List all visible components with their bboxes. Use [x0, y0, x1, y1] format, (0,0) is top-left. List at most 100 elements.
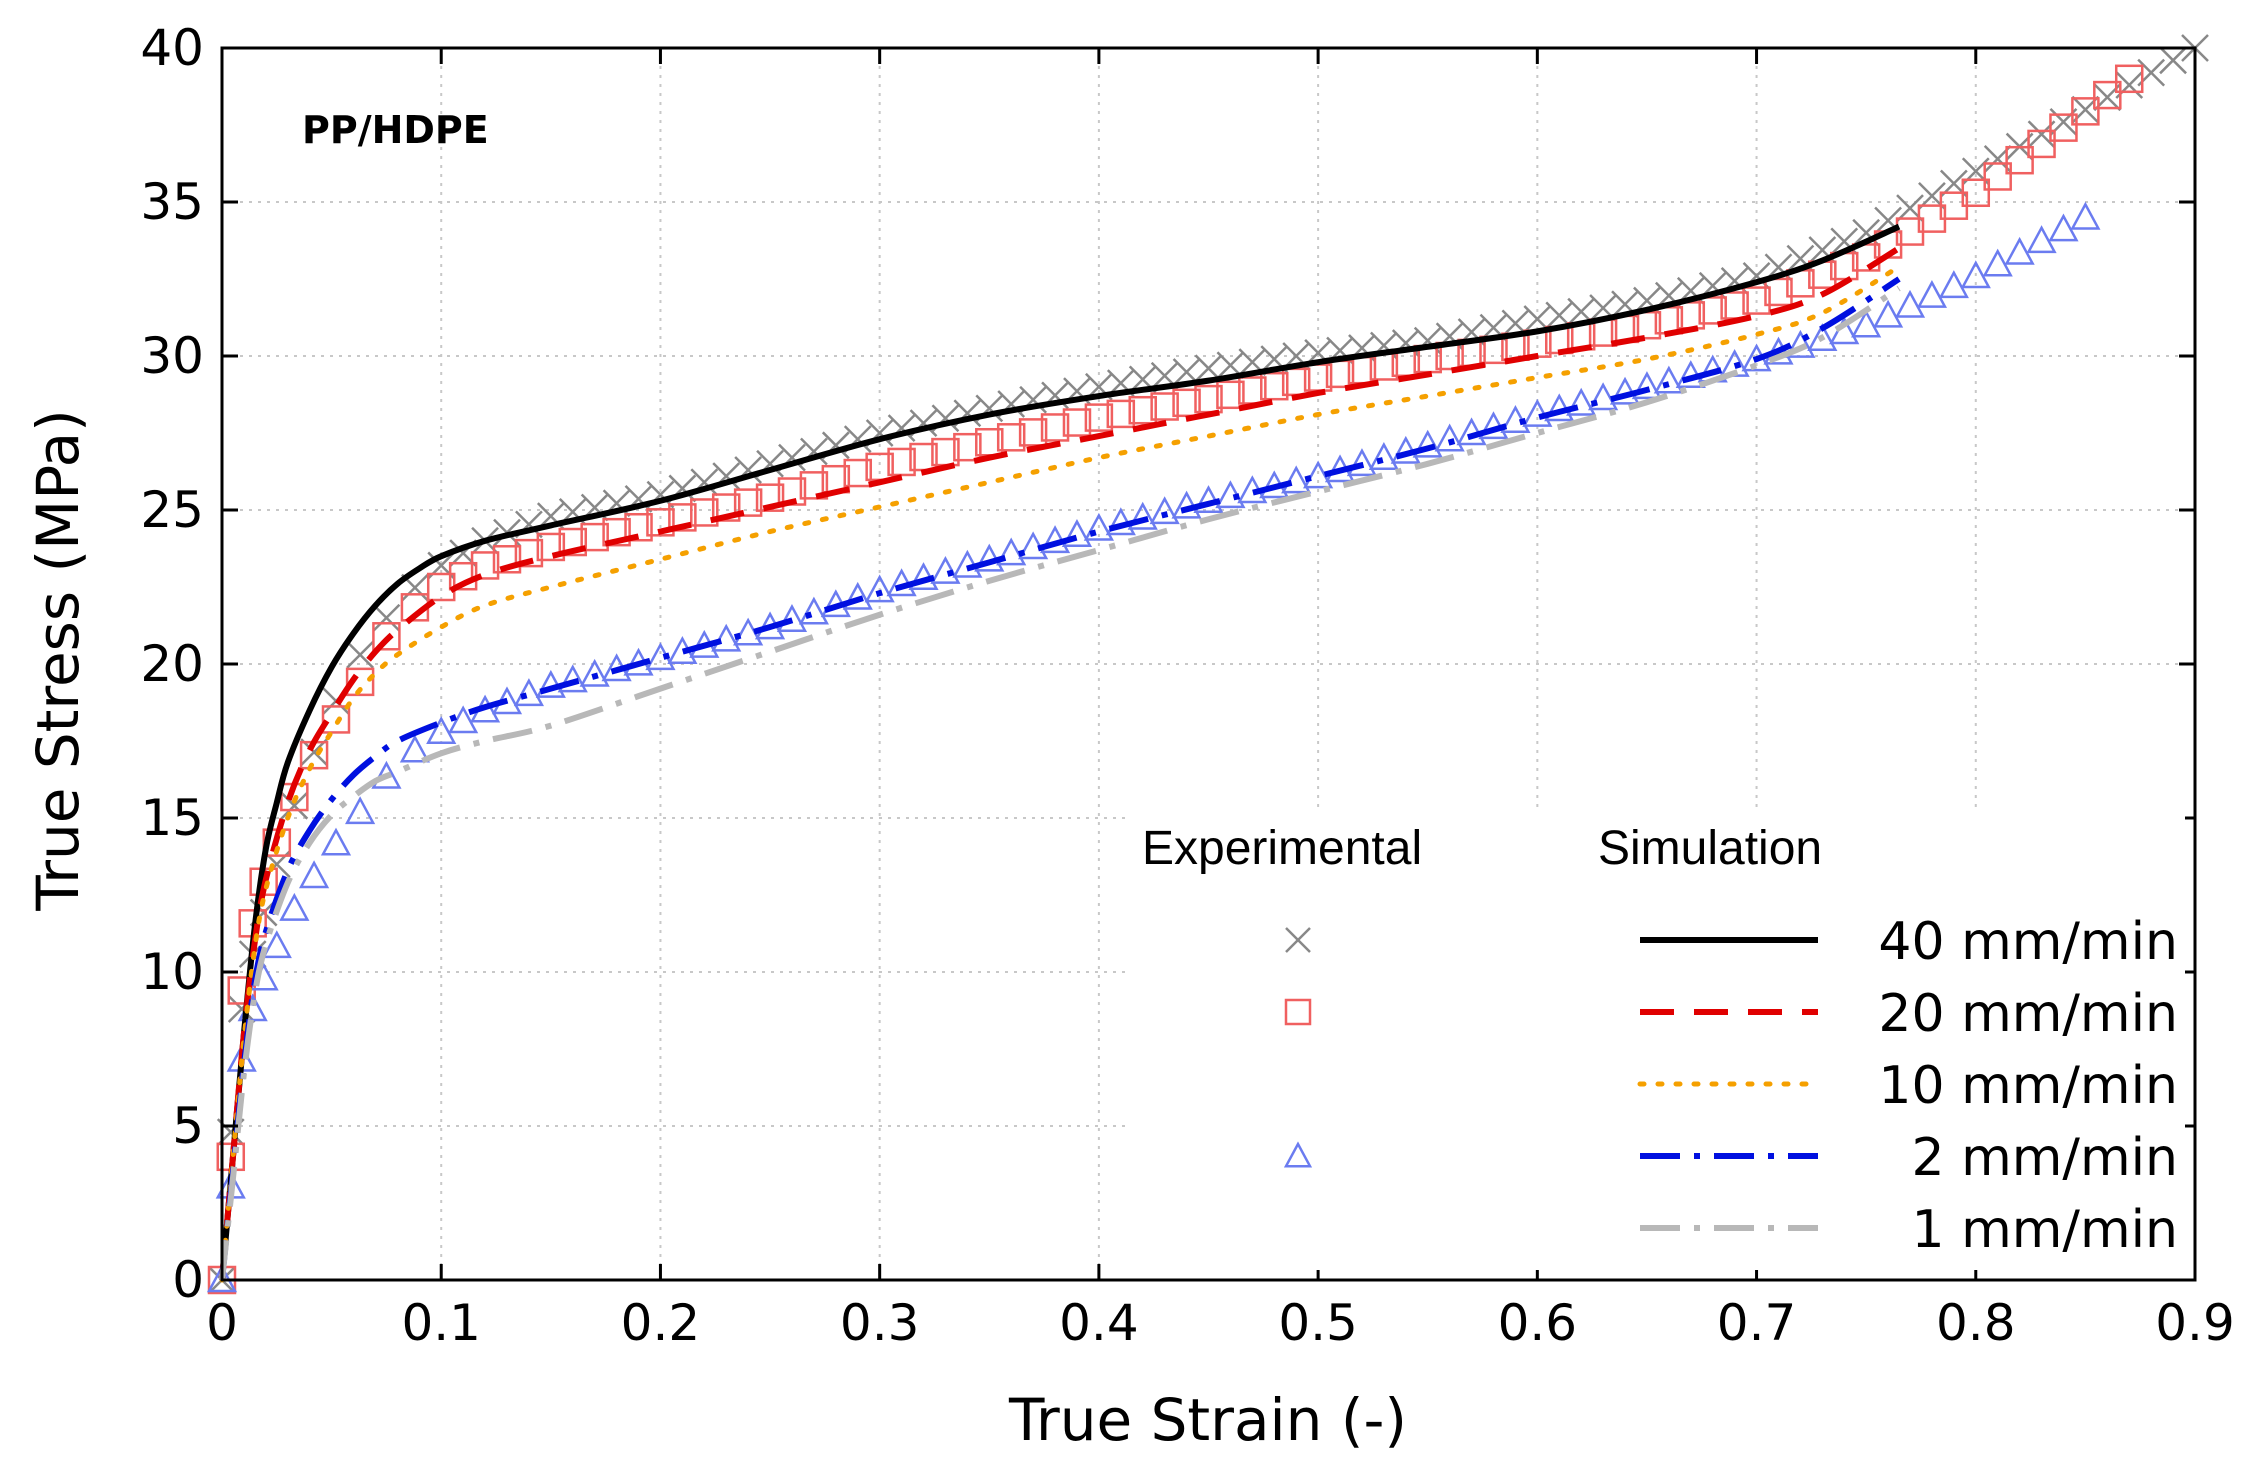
data-point [2004, 236, 2035, 265]
legend-items: 40 mm/min 20 mm/min 10 mm/min 2 mm/min 1 mm/… [1283, 912, 2179, 1260]
y-axis-title: True Stress (MPa) [24, 409, 92, 912]
y-tick-label: 30 [140, 327, 204, 385]
data-point [1303, 460, 1334, 489]
data-point [448, 705, 479, 734]
data-point [1260, 371, 1289, 401]
legend-entry: 1 mm/min [1640, 1200, 2178, 1260]
y-tick-label: 0 [172, 1251, 204, 1309]
y-tick-label: 35 [140, 173, 204, 231]
data-point [426, 716, 457, 745]
simulation-line [219, 285, 1901, 1281]
data-point [1434, 423, 1465, 452]
y-tick-label: 20 [140, 635, 204, 693]
data-point [799, 471, 829, 500]
data-point [755, 483, 785, 512]
data-point [887, 447, 916, 477]
y-tick-label: 40 [140, 19, 204, 77]
x-tick-label: 0.6 [1498, 1294, 1578, 1352]
data-point [321, 705, 351, 734]
legend: Experimental Simulation 40 mm/min 20 mm/m… [1125, 810, 2185, 1270]
x-tick-label: 0.1 [401, 1294, 481, 1352]
data-point [514, 538, 544, 568]
data-point [372, 603, 401, 632]
data-point [280, 791, 309, 820]
legend-header-experimental: Experimental [1142, 822, 1422, 875]
data-point [624, 512, 653, 542]
x-tick-label: 0.8 [1936, 1294, 2016, 1352]
data-point [372, 622, 401, 651]
data-point [1631, 371, 1663, 400]
data-point [2159, 46, 2187, 75]
data-point [996, 423, 1026, 452]
data-point [1106, 399, 1136, 429]
data-point [843, 458, 872, 488]
data-point [1807, 323, 1838, 352]
data-point [470, 551, 500, 580]
y-tick-label: 10 [140, 943, 204, 1001]
data-point [1983, 162, 2012, 191]
data-point [1216, 380, 1245, 410]
data-point [996, 537, 1027, 566]
data-point [1128, 395, 1157, 425]
simulation-line [219, 245, 1901, 1281]
data-point [711, 493, 741, 522]
data-point [1062, 408, 1092, 437]
data-point [513, 678, 545, 707]
data-point [371, 760, 402, 789]
x-tick-label: 0.5 [1278, 1294, 1358, 1352]
data-point [298, 860, 330, 889]
data-point [2026, 225, 2057, 254]
axes-frame [220, 46, 2197, 1282]
data-point [1698, 296, 1727, 325]
tick-labels: 0 0.1 0.2 0.3 0.4 0.5 0.6 0.7 0.8 0.9 0 5 10 15 20 25 30… [140, 19, 2234, 1352]
data-point [1872, 299, 1904, 328]
data-point [1851, 309, 1882, 338]
data-point [2027, 129, 2056, 159]
x-tick-label: 0.7 [1717, 1294, 1797, 1352]
y-tick-label: 25 [140, 481, 204, 539]
data-point [1961, 178, 1991, 208]
legend-entry: 10 mm/min [1637, 1056, 2178, 1116]
data-point [2114, 64, 2144, 94]
x-tick-label: 0.3 [840, 1294, 920, 1352]
y-tick-label: 15 [140, 789, 204, 847]
legend-marker [1285, 927, 1311, 953]
data-point [1040, 413, 1070, 442]
legend-label: 2 mm/min [1912, 1128, 2179, 1188]
data-point [1150, 392, 1179, 421]
legend-header-simulation: Simulation [1598, 822, 1822, 875]
data-point [1653, 365, 1684, 394]
data-point [399, 734, 431, 763]
data-series [206, 34, 2209, 1295]
data-point [1346, 448, 1378, 477]
data-point [2070, 201, 2101, 230]
data-point [1960, 260, 1991, 289]
data-point [2093, 80, 2122, 110]
data-point [1938, 270, 1969, 299]
data-point [300, 738, 328, 766]
simulation-line [219, 223, 1901, 1281]
data-point [690, 498, 719, 527]
data-point [1368, 442, 1399, 470]
data-point [536, 532, 566, 562]
data-point [1083, 512, 1114, 541]
chart-annotation: PP/HDPE [302, 108, 489, 152]
data-point [2005, 145, 2034, 175]
data-point [492, 545, 522, 574]
data-point [602, 517, 631, 547]
data-point [776, 604, 808, 632]
data-point [1764, 277, 1793, 307]
legend-marker [1284, 998, 1312, 1026]
data-point [345, 796, 376, 825]
legend-label: 10 mm/min [1878, 1056, 2178, 1116]
data-point [1127, 501, 1158, 530]
data-point [668, 503, 697, 532]
data-point [1588, 382, 1619, 411]
data-point [320, 827, 352, 856]
x-tick-label: 0.2 [621, 1294, 701, 1352]
data-point [346, 640, 374, 669]
x-axis-title: True Strain (-) [1008, 1386, 1407, 1454]
data-point [864, 574, 895, 603]
data-point [1061, 519, 1093, 547]
